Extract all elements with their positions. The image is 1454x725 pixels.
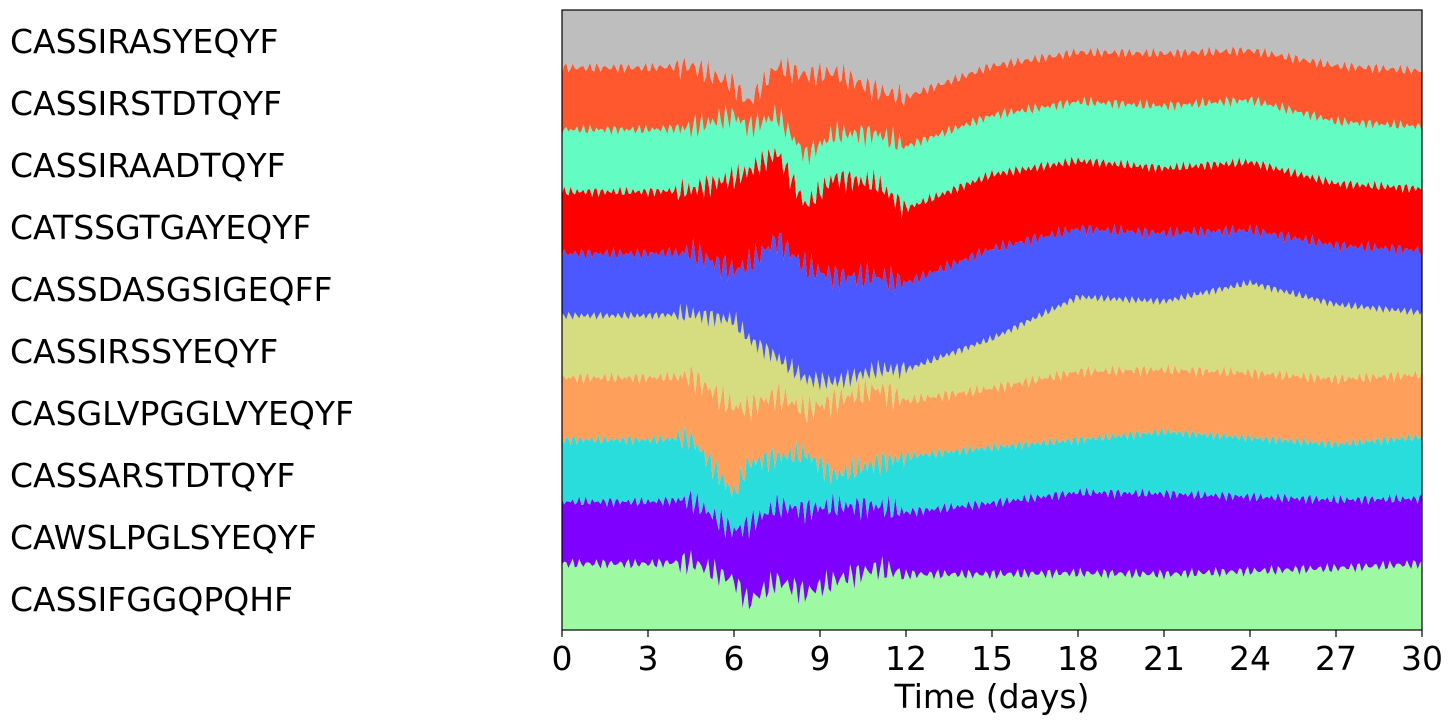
series-label: CATSSGTGAYEQYF <box>10 208 311 247</box>
area-cassarstdtqyf <box>562 425 1422 539</box>
plot-area <box>562 10 1422 630</box>
x-tick-label: 6 <box>724 639 745 678</box>
x-tick-label: 9 <box>810 639 831 678</box>
area-catssgtgayeqyf <box>562 146 1422 295</box>
x-tick-label: 18 <box>1057 639 1099 678</box>
series-label: CAWSLPGLSYEQYF <box>10 518 317 557</box>
x-axis: 0 3 6 9 12 15 18 21 24 27 30 <box>552 630 1443 678</box>
x-tick-label: 3 <box>638 639 659 678</box>
area-cassifggqpqhf <box>562 549 1422 630</box>
x-tick-label: 15 <box>971 639 1013 678</box>
x-tick-label: 12 <box>885 639 927 678</box>
series-labels: CASSIRASYEQYF CASSIRSTDTQYF CASSIRAADTQYF C… <box>10 22 354 619</box>
area-cassiraadtqyf <box>562 96 1422 219</box>
area-cawslpglsyeqyf <box>562 486 1422 610</box>
series-label: CASSIRASYEQYF <box>10 22 278 61</box>
series-label: CASGLVPGGLVYEQYF <box>10 394 354 433</box>
x-tick-label: 21 <box>1143 639 1185 678</box>
series-label: CASSIRSTDTQYF <box>10 84 282 123</box>
series-label: CASSDASGSIGEQFF <box>10 270 332 309</box>
x-tick-label: 24 <box>1229 639 1271 678</box>
x-tick-label: 0 <box>552 639 573 678</box>
series-label: CASSIFGGQPQHF <box>10 580 293 619</box>
series-label: CASSARSTDTQYF <box>10 456 295 495</box>
x-tick-label: 27 <box>1315 639 1357 678</box>
area-cassirstdtqyf <box>562 45 1422 167</box>
series-label: CASSIRAADTQYF <box>10 146 286 185</box>
x-axis-title: Time (days) <box>894 677 1090 716</box>
area-cassdasgsigeqff <box>562 223 1422 391</box>
area-cassirasyeqyf <box>562 10 1422 107</box>
x-tick-label: 30 <box>1401 639 1443 678</box>
series-label: CASSIRSSYEQYF <box>10 332 278 371</box>
area-casglvpgglvyeqyf <box>562 363 1422 498</box>
area-cassirssyeqyf <box>562 279 1422 424</box>
